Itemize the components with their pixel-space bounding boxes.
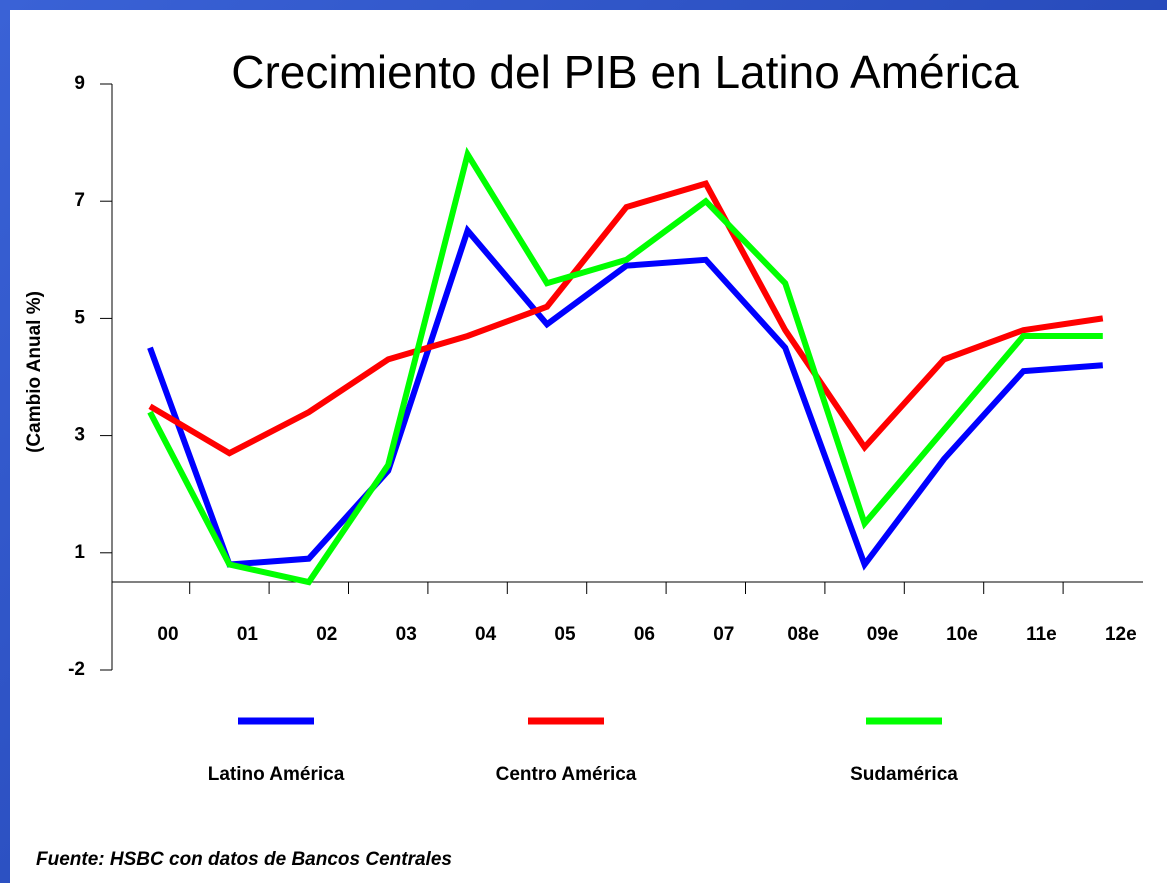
legend-label: Latino América [208, 764, 345, 785]
plot-panel [10, 10, 1167, 883]
y-axis-label: (Cambio Anual %) [24, 291, 45, 453]
x-tick-label: 06 [634, 624, 655, 645]
x-tick-label: 02 [316, 624, 337, 645]
series-line [147, 224, 1104, 571]
y-tick-label: 9 [74, 73, 85, 94]
series-line [148, 180, 1104, 457]
x-tick-label: 12e [1105, 624, 1137, 645]
x-tick-label: 11e [1026, 624, 1057, 645]
x-tick-label: 10e [946, 624, 978, 645]
x-tick-label: 05 [554, 624, 576, 645]
x-tick-label: 01 [237, 624, 259, 645]
x-tick-label: 09e [867, 624, 899, 645]
y-tick-label: 5 [74, 307, 85, 328]
y-tick-label: -2 [68, 659, 85, 680]
x-tick-label: 00 [157, 624, 178, 645]
series-line [147, 146, 1103, 586]
y-tick-label: 3 [74, 425, 85, 446]
legend-label: Centro América [496, 764, 637, 785]
y-tick-label: 1 [74, 542, 85, 563]
x-tick-label: 07 [713, 624, 734, 645]
x-tick-label: 08e [787, 624, 819, 645]
source-note: Fuente: HSBC con datos de Bancos Central… [36, 849, 452, 870]
x-tick-label: 03 [396, 624, 417, 645]
legend-label: Sudamérica [850, 764, 958, 785]
chart-title: Crecimiento del PIB en Latino América [231, 46, 1019, 98]
y-tick-label: 7 [74, 190, 85, 211]
x-tick-label: 04 [475, 624, 497, 645]
